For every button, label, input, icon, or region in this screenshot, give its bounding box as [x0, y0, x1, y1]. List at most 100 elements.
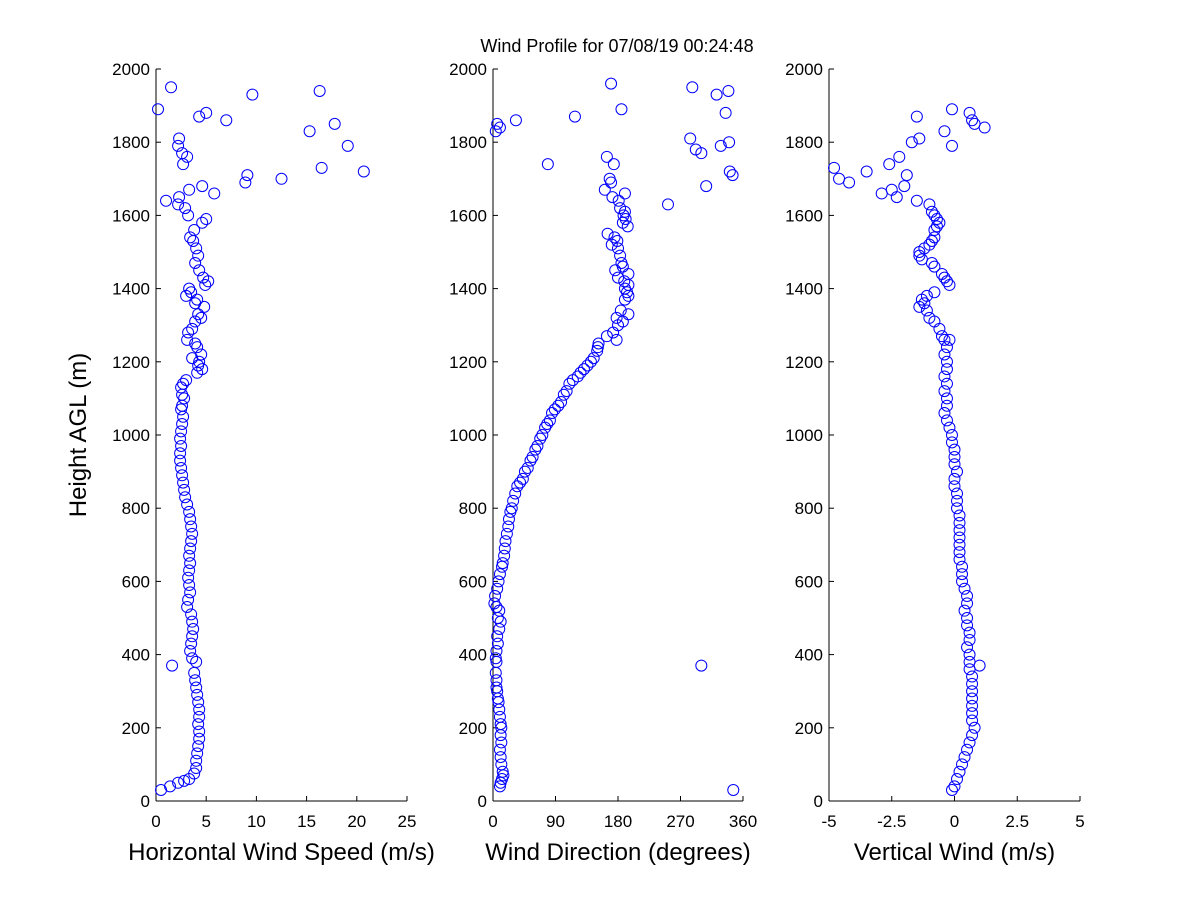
y-tick-label: 200 — [459, 719, 487, 738]
data-point — [600, 150, 613, 163]
data-point — [241, 169, 254, 182]
data-point — [963, 106, 976, 119]
data-point — [948, 443, 961, 456]
data-point — [184, 557, 197, 570]
data-point — [491, 582, 504, 595]
data-point — [958, 751, 971, 764]
data-point — [726, 169, 739, 182]
data-point — [494, 776, 507, 789]
data-point — [199, 278, 212, 291]
x-tick-label: 25 — [398, 812, 417, 831]
data-point — [489, 125, 502, 138]
data-point — [945, 139, 958, 152]
data-point — [563, 377, 576, 390]
data-point — [968, 117, 981, 130]
data-point — [186, 322, 199, 335]
data-point — [966, 699, 979, 712]
data-point — [174, 447, 187, 460]
data-point — [177, 158, 190, 171]
x-tick-label: 0 — [488, 812, 497, 831]
data-point — [357, 165, 370, 178]
data-point — [516, 472, 529, 485]
data-point — [951, 487, 964, 500]
data-point — [607, 326, 620, 339]
data-point — [190, 681, 203, 694]
data-point — [189, 256, 202, 269]
data-point — [978, 121, 991, 134]
data-point — [933, 216, 946, 229]
data-point — [953, 546, 966, 559]
data-point — [496, 560, 509, 573]
data-point — [493, 121, 506, 134]
data-point — [200, 106, 213, 119]
data-point — [303, 125, 316, 138]
data-point — [953, 509, 966, 522]
data-point — [966, 114, 979, 127]
x-tick-label: 15 — [297, 812, 316, 831]
y-tick-label: 1000 — [785, 426, 823, 445]
x-tick-label: 0 — [151, 812, 160, 831]
data-point — [179, 491, 192, 504]
data-point — [956, 560, 969, 573]
data-point — [943, 333, 956, 346]
data-point — [935, 267, 948, 280]
data-point — [193, 355, 206, 368]
data-point — [968, 721, 981, 734]
data-point — [898, 180, 911, 193]
data-point — [953, 516, 966, 529]
data-point — [184, 644, 197, 657]
data-point — [189, 674, 202, 687]
data-point — [598, 183, 611, 196]
data-point — [616, 315, 629, 328]
y-tick-label: 400 — [459, 646, 487, 665]
data-point — [958, 604, 971, 617]
data-point — [940, 392, 953, 405]
data-point — [152, 103, 165, 116]
data-point — [509, 114, 522, 127]
y-tick-label: 1000 — [112, 426, 150, 445]
data-point — [966, 729, 979, 742]
data-point — [185, 608, 198, 621]
x-tick-label: 0 — [950, 812, 959, 831]
data-point — [945, 784, 958, 797]
panel-horizontal-speed: 0 200 400 600 800 1000 1200 1400 1600 1800 2000 0 5 1… — [65, 60, 435, 866]
data-point — [833, 172, 846, 185]
y-tick-label: 1200 — [785, 353, 823, 372]
data-point — [956, 758, 969, 771]
data-point — [710, 88, 723, 101]
data-point — [945, 429, 958, 441]
y-tick-label: 1200 — [449, 353, 487, 372]
x-tick-label: 360 — [729, 812, 757, 831]
x-tick-label: -5 — [821, 812, 836, 831]
data-point — [612, 194, 625, 207]
data-point — [966, 685, 979, 698]
data-point — [183, 505, 196, 518]
data-point — [492, 696, 505, 709]
data-point — [200, 213, 213, 226]
data-point — [493, 743, 506, 756]
data-point — [166, 659, 179, 672]
data-point — [491, 117, 504, 130]
data-point — [961, 743, 974, 756]
x-tick-label: 5 — [201, 812, 210, 831]
data-point — [496, 557, 509, 570]
x-axis-label: Vertical Wind (m/s) — [854, 839, 1055, 866]
data-point — [727, 784, 740, 797]
data-point — [495, 758, 508, 771]
data-point — [313, 84, 326, 97]
data-point — [591, 341, 604, 354]
data-point — [928, 209, 941, 222]
data-point — [587, 352, 600, 365]
data-point — [534, 432, 547, 445]
data-point — [493, 568, 506, 581]
data-point — [181, 333, 194, 346]
data-point — [548, 403, 561, 416]
data-point — [181, 601, 194, 614]
data-point — [175, 461, 188, 474]
data-point — [605, 77, 618, 90]
data-point — [948, 780, 961, 793]
data-point — [610, 311, 623, 324]
data-point — [192, 249, 205, 262]
data-point — [500, 527, 513, 540]
data-point — [176, 418, 189, 431]
